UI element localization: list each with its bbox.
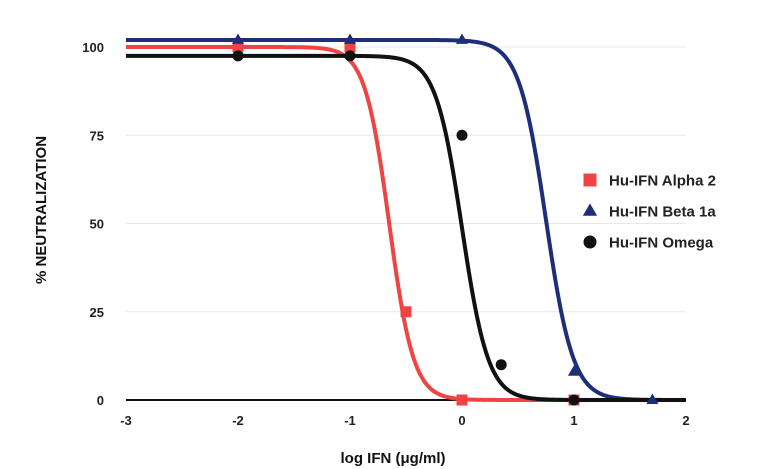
y-tick-label: 100 xyxy=(82,40,104,55)
data-point-circle xyxy=(568,394,580,406)
data-point-triangle xyxy=(567,365,581,376)
y-tick-labels: 0 25 50 75 100 xyxy=(82,40,104,408)
legend-item: Hu-IFN Omega xyxy=(583,235,714,252)
legend: Hu-IFN Alpha 2 Hu-IFN Beta 1a Hu-IFN Omega xyxy=(582,173,716,252)
data-point-circle xyxy=(232,50,244,62)
x-tick-label: -3 xyxy=(120,413,132,428)
x-axis-title: log IFN (μg/ml) xyxy=(341,450,446,467)
fit-curves xyxy=(125,37,687,402)
data-point-triangle xyxy=(455,33,469,44)
data-point-square xyxy=(456,394,468,406)
legend-marker-circle xyxy=(583,235,597,249)
legend-label: Hu-IFN Beta 1a xyxy=(609,204,716,221)
legend-marker-triangle xyxy=(582,203,598,216)
x-tick-labels: -3 -2 -1 0 1 2 xyxy=(120,413,689,428)
data-point-circle xyxy=(344,50,356,62)
data-point-triangle xyxy=(343,33,357,44)
legend-item: Hu-IFN Beta 1a xyxy=(582,203,716,221)
y-axis-title: % NEUTRALIZATION xyxy=(33,136,50,284)
x-tick-label: -1 xyxy=(344,413,356,428)
x-tick-label: -2 xyxy=(232,413,244,428)
data-point-triangle xyxy=(231,33,245,44)
y-tick-label: 25 xyxy=(90,305,104,320)
data-point-square xyxy=(400,306,412,318)
x-tick-label: 2 xyxy=(682,413,689,428)
data-points xyxy=(231,33,659,406)
y-tick-label: 75 xyxy=(90,128,104,143)
x-tick-label: 0 xyxy=(458,413,465,428)
legend-label: Hu-IFN Alpha 2 xyxy=(609,173,716,190)
x-tick-label: 1 xyxy=(570,413,577,428)
y-tick-label: 50 xyxy=(90,217,104,232)
data-point-square xyxy=(344,41,356,53)
fit-curve-circle xyxy=(125,53,687,402)
data-point-square xyxy=(232,41,244,53)
legend-item: Hu-IFN Alpha 2 xyxy=(583,173,716,190)
legend-marker-square xyxy=(583,173,597,187)
data-point-circle xyxy=(495,359,507,371)
legend-label: Hu-IFN Omega xyxy=(609,235,714,252)
y-tick-label: 0 xyxy=(97,393,104,408)
data-point-circle xyxy=(456,129,468,141)
data-point-triangle xyxy=(646,393,659,404)
gridlines xyxy=(126,46,686,313)
fit-curve-triangle xyxy=(125,37,687,402)
